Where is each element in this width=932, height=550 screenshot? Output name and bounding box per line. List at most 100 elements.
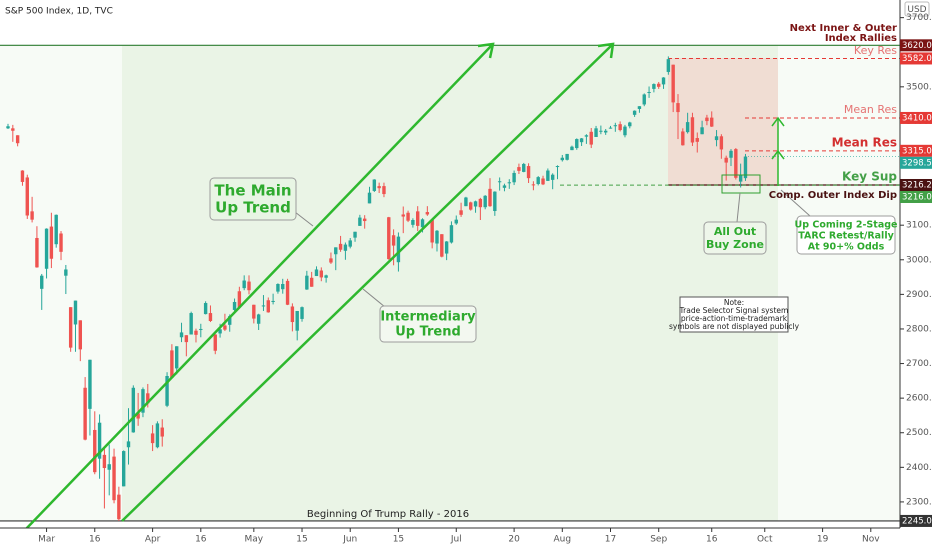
candle-body — [623, 126, 627, 136]
candle-body — [242, 280, 246, 289]
annotation: Next Inner & Outer — [790, 23, 897, 34]
candle-body — [160, 427, 164, 437]
price-label-box — [900, 144, 932, 157]
candle-body — [348, 240, 352, 247]
candle-body — [324, 275, 328, 278]
candle-body — [334, 247, 338, 255]
candle-body — [54, 214, 58, 245]
candle-body — [20, 170, 25, 182]
candle-body — [271, 300, 275, 302]
candle-body — [743, 156, 748, 179]
candle-body — [367, 192, 372, 204]
candle-body — [305, 275, 309, 290]
candle-body — [416, 211, 420, 226]
buy-zone-callout — [703, 221, 767, 255]
x-tick-label: Aug — [554, 535, 572, 545]
candle-body — [632, 110, 637, 115]
candle-body — [488, 188, 492, 207]
candle-body — [483, 195, 487, 208]
y-tick-label: 2600.0 — [906, 394, 932, 404]
candle-body — [25, 177, 29, 216]
y-tick-label: 2700.0 — [906, 359, 932, 369]
candle-body — [695, 138, 699, 142]
candle-body — [97, 422, 102, 459]
candle-body — [266, 300, 270, 313]
price-label-box — [900, 39, 932, 52]
arrow-head — [597, 42, 615, 59]
candle-body — [247, 281, 251, 291]
candle-body — [391, 235, 396, 246]
candle-body — [647, 92, 651, 94]
connector — [736, 192, 741, 223]
annotation: Key Sup — [842, 170, 897, 184]
candle-body — [700, 127, 704, 135]
candle-body — [550, 174, 555, 180]
candle-body — [613, 125, 618, 127]
y-tick-label: 2500.0 — [906, 428, 932, 438]
price-label-box — [900, 178, 932, 191]
candle-body — [478, 198, 483, 208]
y-tick-label: 3500.0 — [906, 82, 932, 92]
candle-body — [290, 306, 295, 323]
candle-body — [338, 243, 343, 250]
main-trend-box — [209, 177, 297, 221]
connector — [294, 211, 314, 227]
candle-body — [724, 157, 728, 163]
candle-body — [6, 126, 10, 129]
dip-box — [668, 58, 778, 186]
candle-body — [734, 149, 738, 178]
candle-body — [150, 433, 155, 444]
annotation: Intermediary — [380, 310, 476, 325]
candle-body — [256, 314, 261, 324]
candle-body — [401, 214, 405, 217]
candle-body — [117, 494, 121, 520]
annotation: Buy Zone — [706, 238, 764, 251]
candle-body — [88, 359, 92, 409]
x-tick-label: 15 — [296, 535, 307, 545]
candle-body — [155, 423, 160, 448]
candle-body — [165, 376, 169, 406]
candle-body — [454, 219, 458, 224]
candle-body — [705, 117, 709, 122]
candle-body — [536, 177, 540, 185]
candle-body — [276, 283, 280, 292]
candle-body — [218, 329, 222, 334]
candle-body — [44, 228, 49, 269]
annotation: Mean Res — [832, 136, 897, 150]
candle-body — [184, 335, 189, 343]
candle-body — [642, 94, 646, 105]
candle-body — [710, 117, 714, 127]
price-axis — [900, 0, 932, 550]
currency-box — [904, 1, 930, 17]
candle-body — [512, 172, 516, 183]
y-tick-label: 2900.0 — [906, 290, 932, 300]
candle-body — [121, 451, 126, 487]
annotation: At 90+% Odds — [808, 242, 885, 253]
candle-body — [435, 230, 439, 244]
upcoming-callout — [796, 215, 896, 255]
x-tick-label: Nov — [862, 535, 880, 545]
price-label: 3620.0 — [902, 41, 932, 51]
candle-body — [464, 197, 468, 207]
y-tick-label: 2800.0 — [906, 324, 932, 334]
candle-body — [353, 231, 357, 238]
x-tick-label: Sep — [650, 535, 667, 545]
connector — [780, 189, 811, 217]
candle-body — [628, 122, 632, 127]
price-label: 3315.0 — [902, 146, 932, 156]
candle-body — [517, 167, 521, 171]
candle-body — [175, 346, 179, 369]
candle-body — [579, 138, 584, 143]
price-label-box — [900, 514, 932, 527]
candle-body — [30, 211, 34, 220]
levels — [0, 44, 900, 522]
candle-body — [68, 307, 73, 348]
candle-body — [170, 350, 174, 378]
candle-body — [83, 387, 87, 440]
candle-body — [208, 313, 213, 322]
candle-body — [637, 106, 642, 109]
candle-body — [102, 454, 107, 469]
candle-body — [141, 389, 145, 413]
x-tick-label: 19 — [817, 535, 829, 545]
